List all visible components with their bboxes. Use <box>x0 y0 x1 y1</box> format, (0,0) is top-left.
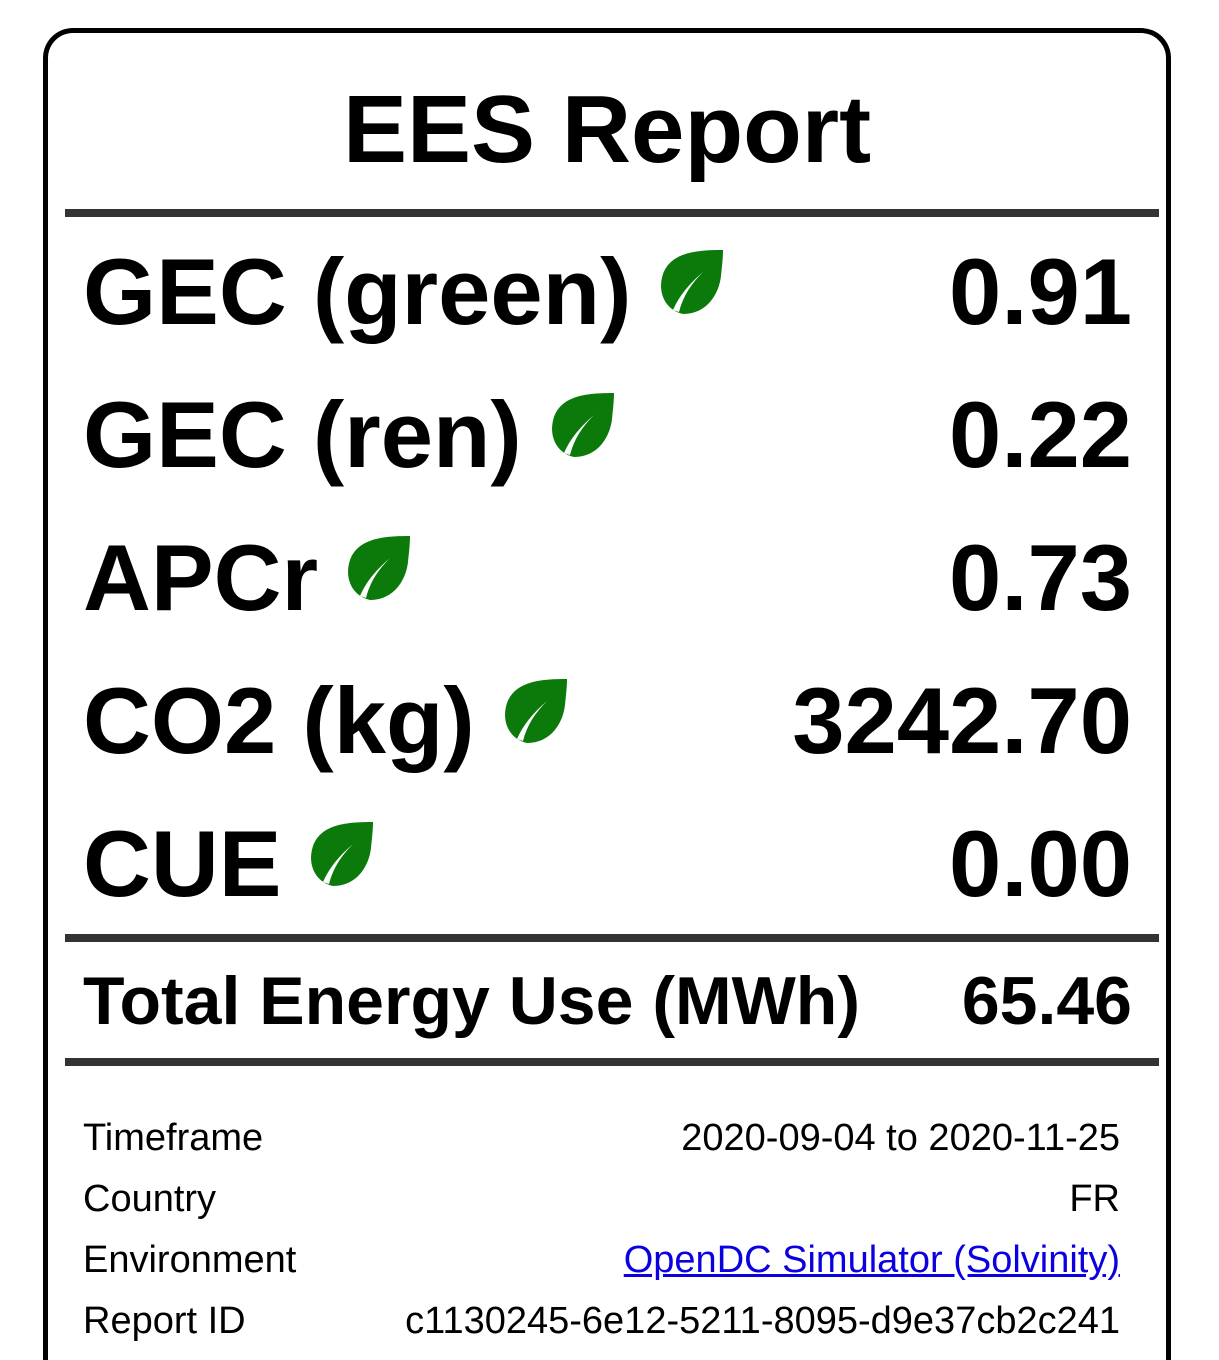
metric-value: 0.73 <box>949 525 1132 630</box>
metric-value: 3242.70 <box>792 668 1132 773</box>
metric-value: 0.00 <box>949 811 1132 916</box>
leaf-icon <box>551 393 614 457</box>
meta-label: Environment <box>83 1239 297 1281</box>
metric-label: APCr <box>83 525 319 630</box>
leaf-icon <box>348 536 411 600</box>
meta-label: Timeframe <box>83 1117 264 1159</box>
total-energy-value: 65.46 <box>961 963 1132 1039</box>
meta-value: FR <box>1069 1178 1120 1220</box>
metric-row-gec-ren: GEC (ren) 0.22 <box>83 380 1132 490</box>
meta-row-timeframe: Timeframe 2020-09-04 to 2020-11-25 <box>83 1116 1120 1160</box>
meta-row-report-id: Report ID c1130245-6e12-5211-8095-d9e37c… <box>83 1299 1120 1343</box>
divider <box>65 1058 1159 1066</box>
meta-label: Report ID <box>83 1300 246 1342</box>
metric-row-cue: CUE 0.00 <box>83 809 1132 919</box>
metric-value: 0.22 <box>949 382 1132 487</box>
leaf-icon <box>311 822 374 886</box>
metric-value: 0.91 <box>949 239 1132 344</box>
ees-report-card: EES Report GEC (green) 0.91 GEC (ren) 0.… <box>43 28 1171 1360</box>
meta-row-environment: Environment OpenDC Simulator (Solvinity) <box>83 1238 1120 1282</box>
metric-row-gec-green: GEC (green) 0.91 <box>83 237 1132 347</box>
leaf-icon <box>504 679 567 743</box>
divider <box>65 209 1159 217</box>
meta-row-country: Country FR <box>83 1177 1120 1221</box>
total-energy-label: Total Energy Use (MWh) <box>83 963 860 1039</box>
meta-value: c1130245-6e12-5211-8095-d9e37cb2c241 <box>405 1300 1120 1342</box>
meta-label: Country <box>83 1178 217 1220</box>
total-energy-row: Total Energy Use (MWh) 65.46 <box>83 963 1132 1039</box>
metric-row-apcr: APCr 0.73 <box>83 523 1132 633</box>
report-title: EES Report <box>342 76 872 183</box>
metric-label: CUE <box>83 811 282 916</box>
metric-label: GEC (green) <box>83 239 632 344</box>
metric-row-co2: CO2 (kg) 3242.70 <box>83 666 1132 776</box>
divider <box>65 934 1159 942</box>
metric-label: GEC (ren) <box>83 382 522 487</box>
leaf-icon <box>661 250 724 314</box>
meta-value: 2020-09-04 to 2020-11-25 <box>681 1117 1120 1159</box>
environment-link[interactable]: OpenDC Simulator (Solvinity) <box>623 1239 1120 1281</box>
metric-label: CO2 (kg) <box>83 668 475 773</box>
